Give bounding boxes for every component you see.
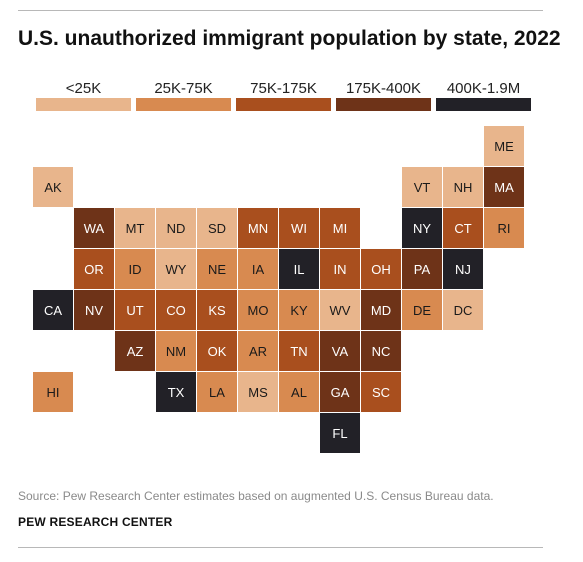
legend-item: 25K-75K — [136, 78, 231, 114]
state-tile-hi: HI — [33, 372, 73, 412]
state-tile-ks: KS — [197, 290, 237, 330]
state-tile-ri: RI — [484, 208, 524, 248]
legend: <25K 25K-75K 75K-175K 175K-400K 400K-1.9M — [36, 78, 531, 114]
state-tile-me: ME — [484, 126, 524, 166]
state-tile-az: AZ — [115, 331, 155, 371]
state-tile-nj: NJ — [443, 249, 483, 289]
state-tile-tx: TX — [156, 372, 196, 412]
state-tile-md: MD — [361, 290, 401, 330]
legend-swatch — [336, 98, 431, 111]
state-tile-nh: NH — [443, 167, 483, 207]
bottom-rule — [18, 547, 543, 548]
state-tile-ky: KY — [279, 290, 319, 330]
legend-swatch — [236, 98, 331, 111]
state-tile-or: OR — [74, 249, 114, 289]
state-tile-fl: FL — [320, 413, 360, 453]
state-tile-mo: MO — [238, 290, 278, 330]
state-tile-nv: NV — [74, 290, 114, 330]
state-tile-ct: CT — [443, 208, 483, 248]
state-tile-va: VA — [320, 331, 360, 371]
state-tile-ms: MS — [238, 372, 278, 412]
state-tile-nm: NM — [156, 331, 196, 371]
state-tile-tn: TN — [279, 331, 319, 371]
state-tile-ak: AK — [33, 167, 73, 207]
state-tile-mn: MN — [238, 208, 278, 248]
legend-label: 25K-75K — [154, 80, 213, 97]
state-tile-sd: SD — [197, 208, 237, 248]
state-tile-oh: OH — [361, 249, 401, 289]
state-tile-la: LA — [197, 372, 237, 412]
state-tile-ia: IA — [238, 249, 278, 289]
state-tile-ca: CA — [33, 290, 73, 330]
state-tile-wi: WI — [279, 208, 319, 248]
legend-item: 400K-1.9M — [436, 78, 531, 114]
chart-title: U.S. unauthorized immigrant population b… — [18, 27, 561, 50]
legend-label: 175K-400K — [345, 80, 422, 97]
state-tile-in: IN — [320, 249, 360, 289]
state-tile-wv: WV — [320, 290, 360, 330]
legend-label: 75K-175K — [250, 80, 317, 97]
legend-item: 75K-175K — [236, 78, 331, 114]
state-tile-ne: NE — [197, 249, 237, 289]
legend-label: 400K-1.9M — [446, 80, 521, 97]
legend-item: <25K — [36, 78, 131, 114]
state-tile-sc: SC — [361, 372, 401, 412]
state-tile-nc: NC — [361, 331, 401, 371]
state-tile-vt: VT — [402, 167, 442, 207]
state-tile-al: AL — [279, 372, 319, 412]
legend-label: <25K — [65, 80, 102, 97]
legend-swatch — [436, 98, 531, 111]
state-tile-wa: WA — [74, 208, 114, 248]
source-note: Source: Pew Research Center estimates ba… — [18, 489, 494, 503]
state-tile-ma: MA — [484, 167, 524, 207]
top-rule — [18, 10, 543, 11]
state-tile-ga: GA — [320, 372, 360, 412]
state-tile-il: IL — [279, 249, 319, 289]
state-tile-ut: UT — [115, 290, 155, 330]
legend-swatch — [36, 98, 131, 111]
state-tile-mi: MI — [320, 208, 360, 248]
state-tile-ny: NY — [402, 208, 442, 248]
state-tile-nd: ND — [156, 208, 196, 248]
brand-name: PEW RESEARCH CENTER — [18, 515, 173, 529]
legend-item: 175K-400K — [336, 78, 431, 114]
state-tile-mt: MT — [115, 208, 155, 248]
legend-swatch — [136, 98, 231, 111]
state-tile-id: ID — [115, 249, 155, 289]
state-tile-ar: AR — [238, 331, 278, 371]
state-tile-wy: WY — [156, 249, 196, 289]
state-tile-ok: OK — [197, 331, 237, 371]
state-tile-co: CO — [156, 290, 196, 330]
state-tile-pa: PA — [402, 249, 442, 289]
state-tile-dc: DC — [443, 290, 483, 330]
state-tile-de: DE — [402, 290, 442, 330]
